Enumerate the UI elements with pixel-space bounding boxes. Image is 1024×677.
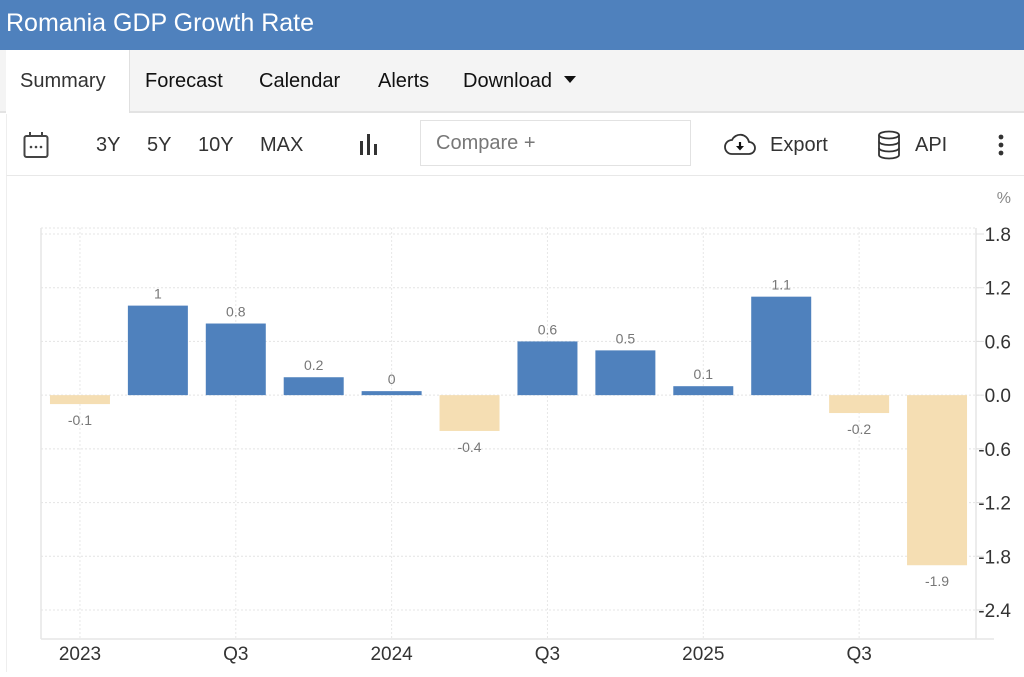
data-label: 0.8 — [226, 304, 246, 320]
y-tick-label: 0.6 — [985, 332, 1011, 353]
y-tick-label: 0.0 — [985, 386, 1011, 407]
y-tick-label: 1.8 — [985, 225, 1011, 246]
y-tick-label: -0.6 — [978, 440, 1011, 461]
compare-input[interactable] — [420, 120, 691, 166]
bar — [283, 377, 344, 396]
data-label: 0.1 — [694, 366, 714, 382]
bar — [673, 386, 734, 396]
bar — [751, 296, 812, 396]
data-label: -1.9 — [925, 573, 949, 589]
data-label: 1 — [154, 286, 162, 302]
data-label: -0.4 — [457, 439, 481, 455]
bar — [49, 395, 110, 405]
calendar-icon[interactable] — [23, 131, 49, 159]
range-5y-button[interactable]: 5Y — [147, 134, 172, 156]
export-label: Export — [770, 134, 828, 156]
y-tick-label: -1.2 — [978, 494, 1011, 515]
tab-download[interactable]: Download — [463, 50, 576, 113]
x-axis: 2023 Q3 2024 Q3 2025 Q3 — [59, 644, 872, 665]
more-vertical-icon[interactable] — [997, 133, 1005, 157]
y-tick-label: -2.4 — [978, 601, 1011, 622]
grid-lines — [40, 227, 994, 640]
page-title: Romania GDP Growth Rate — [0, 0, 1024, 50]
x-tick-label: 2024 — [370, 644, 413, 665]
tab-calendar[interactable]: Calendar — [259, 70, 341, 92]
bar — [127, 305, 188, 396]
tab-summary[interactable]: Summary — [6, 50, 130, 113]
data-label: 1.1 — [771, 277, 791, 293]
data-label: -0.1 — [68, 412, 92, 428]
data-label: 0.2 — [304, 357, 324, 373]
data-label: 0 — [388, 371, 396, 387]
data-label: 0.5 — [616, 330, 636, 346]
range-3y-button[interactable]: 3Y — [96, 134, 121, 156]
data-label: -0.2 — [847, 421, 871, 437]
tab-bar: Summary Forecast Calendar Alerts Downloa… — [0, 50, 1024, 113]
range-max-button[interactable]: MAX — [260, 134, 304, 156]
bar — [517, 341, 578, 396]
y-tick-label: -1.8 — [978, 547, 1011, 568]
x-tick-label: Q3 — [223, 644, 248, 665]
bar — [829, 395, 890, 414]
tab-alerts[interactable]: Alerts — [378, 70, 430, 92]
chart-toolbar: 3Y 5Y 10Y MAX Export API — [6, 114, 1024, 176]
x-tick-label: Q3 — [535, 644, 560, 665]
bar — [595, 350, 656, 396]
x-tick-label: Q3 — [846, 644, 871, 665]
bar — [205, 323, 266, 396]
y-axis: 1.8 1.2 0.6 0.0 -0.6 -1.2 -1.8 -2.4 — [976, 225, 1011, 622]
y-tick-label: 1.2 — [985, 279, 1011, 300]
bar — [439, 395, 500, 431]
caret-down-icon — [563, 76, 576, 84]
data-label: 0.6 — [538, 321, 558, 337]
bar-chart: -0.1 1 0.8 0.2 0 -0.4 0.6 0.5 0.1 1.1 -0.2 -1.9 1.8… — [40, 190, 1011, 665]
bar-chart-icon[interactable] — [358, 132, 380, 156]
y-unit-label: % — [997, 190, 1011, 207]
bar — [361, 391, 422, 396]
x-tick-label: 2023 — [59, 644, 101, 665]
x-tick-label: 2025 — [682, 644, 724, 665]
bar — [907, 395, 968, 566]
cloud-download-icon — [724, 133, 756, 155]
data-labels: -0.1 1 0.8 0.2 0 -0.4 0.6 0.5 0.1 1.1 -0.2 -1.9 — [68, 277, 949, 590]
database-icon — [878, 130, 900, 160]
api-label: API — [915, 134, 948, 156]
tab-forecast[interactable]: Forecast — [145, 70, 223, 92]
chart-area: -0.1 1 0.8 0.2 0 -0.4 0.6 0.5 0.1 1.1 -0.2 -1.9 1.8… — [6, 176, 1024, 672]
range-10y-button[interactable]: 10Y — [198, 134, 234, 156]
tab-download-label: Download — [463, 70, 552, 92]
bars — [49, 296, 968, 566]
